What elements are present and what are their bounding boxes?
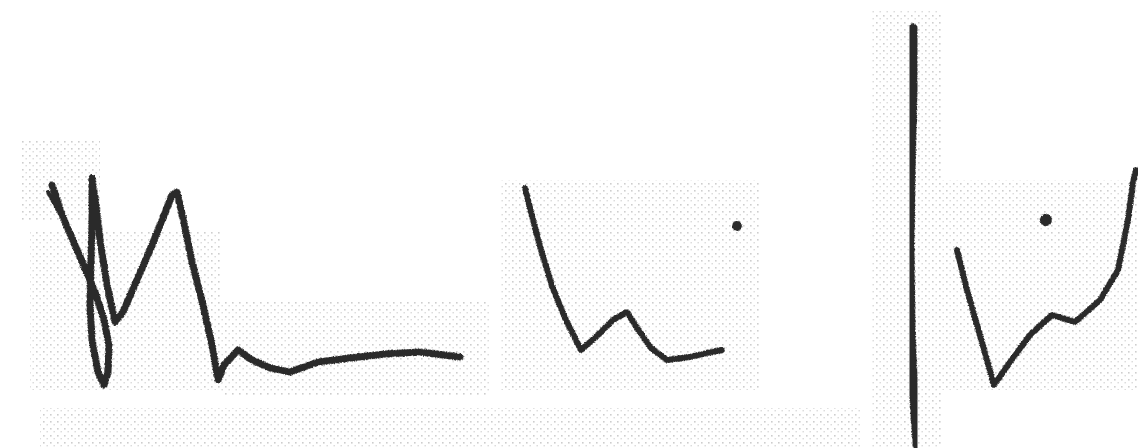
ink-stroke-group-left	[46, 174, 464, 389]
ink-dot	[1040, 214, 1052, 226]
scan-noise	[20, 10, 1138, 448]
ink-stroke-group-right	[905, 23, 1138, 448]
ink-stroke-group-middle	[522, 185, 742, 363]
ink-dot	[732, 221, 742, 231]
